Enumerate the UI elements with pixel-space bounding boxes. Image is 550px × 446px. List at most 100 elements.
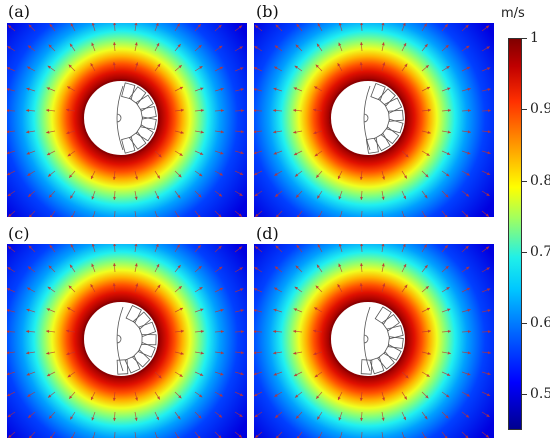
velocity-arrowhead <box>218 245 222 250</box>
colorbar <box>508 38 522 430</box>
velocity-arrowhead <box>275 193 279 197</box>
velocity-arrowhead <box>134 417 138 421</box>
magnet-block <box>384 97 403 114</box>
velocity-arrowhead <box>28 193 32 197</box>
velocity-arrowhead <box>199 287 203 291</box>
velocity-arrowhead <box>200 130 204 134</box>
velocity-arrowhead <box>254 288 258 292</box>
velocity-arrowhead <box>48 415 53 419</box>
velocity-arrowhead <box>294 173 299 177</box>
velocity-arrowhead <box>176 23 180 27</box>
velocity-arrowhead <box>156 396 160 400</box>
velocity-arrowhead <box>134 176 139 180</box>
velocity-arrow <box>134 210 137 217</box>
shaft-notch <box>116 334 122 344</box>
velocity-arrowhead <box>134 263 138 267</box>
velocity-arrowhead <box>134 196 138 200</box>
velocity-arrowhead <box>47 286 52 290</box>
velocity-arrowhead <box>239 288 244 292</box>
velocity-arrowhead <box>296 435 300 438</box>
magnet-block <box>386 325 404 340</box>
velocity-arrowhead <box>486 413 490 417</box>
velocity-arrowhead <box>403 263 407 268</box>
velocity-arrowhead <box>465 266 470 270</box>
velocity-arrowhead <box>445 394 450 398</box>
velocity-arrowhead <box>465 435 469 438</box>
velocity-arrowhead <box>218 24 222 29</box>
velocity-arrowhead <box>197 245 201 249</box>
velocity-arrowhead <box>239 192 243 196</box>
velocity-arrowhead <box>112 176 116 180</box>
magnet-block <box>380 126 400 145</box>
velocity-arrowhead <box>447 108 451 113</box>
magnet-block <box>377 351 395 370</box>
velocity-arrowhead <box>276 435 280 438</box>
velocity-arrowhead <box>444 214 448 217</box>
velocity-arrowhead <box>426 152 430 156</box>
velocity-arrowhead <box>66 108 70 112</box>
velocity-arrowhead <box>293 373 298 377</box>
velocity-arrow <box>114 431 116 438</box>
magnet-block <box>388 109 404 122</box>
velocity-arrow <box>361 431 363 438</box>
velocity-arrowhead <box>239 413 243 417</box>
velocity-arrowhead <box>313 131 317 135</box>
velocity-arrowhead <box>294 286 299 290</box>
velocity-arrowhead <box>199 151 204 155</box>
velocity-arrowhead <box>254 330 257 334</box>
velocity-arrowhead <box>254 87 257 92</box>
velocity-arrowhead <box>199 66 203 70</box>
velocity-arrowhead <box>238 213 242 217</box>
velocity-arrowhead <box>273 130 277 134</box>
velocity-arrowhead <box>90 175 94 180</box>
velocity-arrow <box>381 431 384 438</box>
velocity-arrowhead <box>316 174 320 178</box>
velocity-arrowhead <box>238 25 243 29</box>
velocity-arrowhead <box>337 63 341 67</box>
velocity-arrowhead <box>359 42 364 46</box>
velocity-arrowhead <box>7 46 11 50</box>
velocity-arrowhead <box>220 151 224 155</box>
velocity-arrowhead <box>254 130 257 134</box>
velocity-arrowhead <box>48 44 52 48</box>
velocity-arrow <box>421 210 426 217</box>
velocity-arrowhead <box>158 154 162 158</box>
velocity-arrowhead <box>313 108 317 112</box>
velocity-arrow <box>297 431 303 438</box>
velocity-arrowhead <box>49 244 53 249</box>
colorbar-tick-label: 0.8 <box>530 172 550 189</box>
velocity-arrowhead <box>176 436 180 438</box>
velocity-arrowhead <box>337 284 341 288</box>
velocity-arrowhead <box>198 394 203 398</box>
velocity-arrowhead <box>70 244 74 248</box>
field-svg-a <box>7 23 247 217</box>
velocity-arrowhead <box>403 416 406 421</box>
panel-c-label: (c) <box>8 224 30 243</box>
velocity-arrowhead <box>273 87 277 91</box>
velocity-arrowhead <box>26 130 30 134</box>
velocity-arrowhead <box>218 435 222 438</box>
velocity-arrowhead <box>338 42 342 46</box>
velocity-arrowhead <box>7 87 10 92</box>
velocity-arrowhead <box>7 393 11 397</box>
velocity-arrowhead <box>465 414 470 418</box>
colorbar-tick-label: 0.9 <box>530 101 550 118</box>
velocity-arrowhead <box>485 25 490 29</box>
velocity-arrowhead <box>465 45 470 49</box>
velocity-arrowhead <box>219 66 224 70</box>
velocity-arrowhead <box>157 63 161 68</box>
velocity-arrowhead <box>255 434 259 438</box>
velocity-arrowhead <box>255 25 259 29</box>
velocity-arrowhead <box>316 264 320 268</box>
velocity-arrowhead <box>359 196 364 200</box>
velocity-arrow <box>71 431 76 438</box>
velocity-arrowhead <box>359 23 364 26</box>
velocity-arrow <box>421 431 426 438</box>
velocity-arrowhead <box>273 308 277 312</box>
velocity-arrowhead <box>220 130 224 134</box>
colorbar-tick <box>522 394 527 396</box>
velocity-arrowhead <box>317 195 321 199</box>
velocity-arrowhead <box>466 393 470 397</box>
velocity-arrowhead <box>67 86 71 90</box>
velocity-arrowhead <box>294 394 299 398</box>
